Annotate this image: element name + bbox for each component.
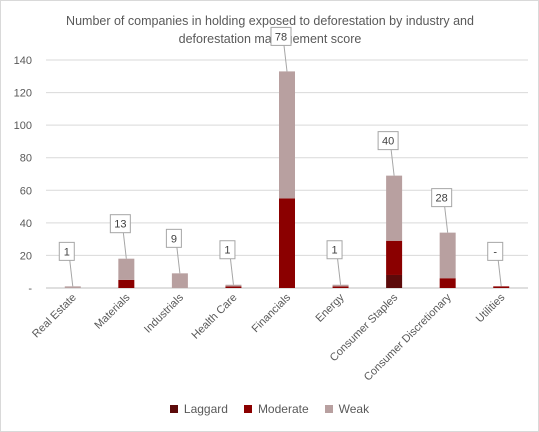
callout-leader [444,206,449,233]
bar-moderate [118,279,135,288]
x-tick-label: Health Care [190,292,240,342]
x-tick-label: Industrials [142,291,186,335]
bar-weak [439,232,456,279]
bar-moderate [279,198,295,288]
callout-box [270,26,292,46]
legend-label: Laggard [183,402,228,416]
callout-box [487,241,504,261]
legend-swatch [324,405,333,413]
callout-leader [337,258,342,285]
data-label: 28 [436,193,448,205]
data-callout: 78 [270,26,292,72]
legend-item-weak: Weak [324,402,370,416]
y-tick-label: 100 [14,120,32,132]
data-label: 9 [171,233,177,245]
y-tick-label: 140 [14,55,32,67]
legend-label: Moderate [257,402,309,416]
x-tick-label: Consumer Discretionary [362,291,454,383]
x-tick-label: Materials [92,291,132,331]
y-tick-label: 40 [20,218,32,230]
data-callout: 9 [165,228,182,274]
bar-laggard [386,274,403,288]
data-callout: 1 [219,240,236,285]
callout-leader [283,45,288,72]
bar-moderate [493,286,510,288]
callout-box [377,131,399,151]
data-callout: 1 [58,241,75,287]
callout-leader [122,232,127,259]
callout-box [431,188,453,208]
bar-weak [171,273,188,288]
data-callout: 40 [377,131,399,176]
y-tick-label: 60 [20,185,32,197]
bar-weak [332,284,349,287]
x-tick-label: Financials [250,291,294,335]
callout-box [109,214,131,234]
data-callout: 13 [109,214,131,259]
callout-leader [390,149,395,176]
callout-leader [69,260,74,287]
legend-label: Weak [338,402,370,416]
bar-weak [279,71,295,199]
data-label: 13 [114,219,126,231]
legend-item-laggard: Laggard [169,402,228,416]
y-tick-label: 20 [20,250,32,262]
callout-box [326,240,343,260]
bar-weak [118,258,135,280]
y-tick-label: 80 [20,153,32,165]
chart-title: Number of companies in holding exposed t… [66,14,474,46]
bar-moderate [386,240,403,275]
bar-moderate [332,286,349,288]
x-tick-label: Energy [314,291,347,324]
data-callout: 28 [431,188,453,233]
callout-box [219,240,236,260]
callout-box [165,228,182,248]
callout-leader [176,247,181,274]
bar-moderate [439,278,456,288]
x-tick-label: Real Estate [30,292,79,341]
legend: Laggard Moderate Weak [0,402,539,416]
data-label: 1 [64,246,70,258]
data-callout: 1 [326,240,343,285]
legend-item-moderate: Moderate [243,402,309,416]
callout-box [58,241,75,261]
bar-weak [64,286,81,288]
data-label: 1 [331,245,337,257]
y-tick-label: - [28,283,32,295]
data-label: - [493,246,497,258]
data-label: 78 [275,31,287,43]
x-tick-label: Utilities [474,291,508,325]
legend-swatch [169,405,178,413]
bar-moderate [225,286,242,288]
data-label: 40 [382,136,394,148]
data-callout: - [487,241,504,287]
legend-swatch [243,405,252,413]
callout-leader [497,260,502,287]
callout-leader [229,258,234,285]
bar-weak [386,175,403,241]
y-tick-label: 120 [14,88,32,100]
bar-weak [225,284,242,287]
data-label: 1 [224,245,230,257]
